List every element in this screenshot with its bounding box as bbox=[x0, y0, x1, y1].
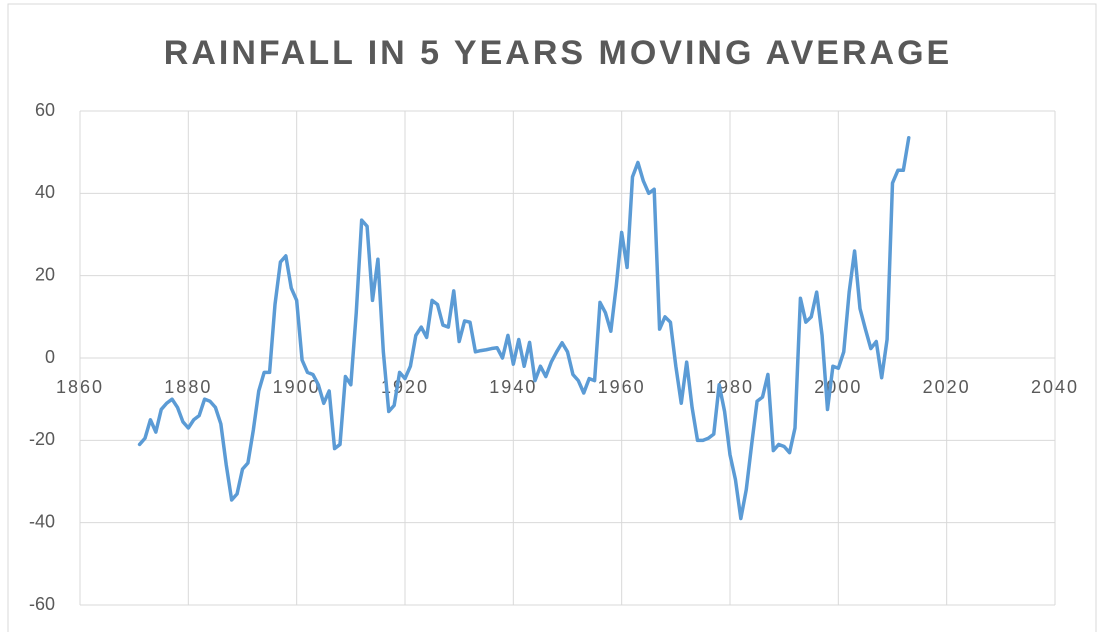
x-tick-label: 1860 bbox=[56, 377, 104, 397]
y-tick-label: 0 bbox=[45, 347, 55, 367]
x-tick-label: 1940 bbox=[489, 377, 537, 397]
y-tick-label: 40 bbox=[35, 182, 55, 202]
y-tick-label: 20 bbox=[35, 264, 55, 284]
y-tick-label: -20 bbox=[29, 429, 55, 449]
x-tick-label: 1920 bbox=[381, 377, 429, 397]
chart-title: RAINFALL IN 5 YEARS MOVING AVERAGE bbox=[164, 34, 952, 72]
y-tick-label: 60 bbox=[35, 100, 55, 120]
x-tick-label: 1960 bbox=[598, 377, 646, 397]
x-tick-label: 1900 bbox=[273, 377, 321, 397]
data-line bbox=[137, 136, 911, 521]
x-tick-label: 2040 bbox=[1031, 377, 1079, 397]
x-tick-label: 1880 bbox=[164, 377, 212, 397]
chart-frame bbox=[7, 3, 1097, 632]
x-tick-label: 2000 bbox=[814, 377, 862, 397]
x-tick-label: 2020 bbox=[923, 377, 971, 397]
y-tick-label: -40 bbox=[29, 511, 55, 531]
x-tick-label: 1980 bbox=[706, 377, 754, 397]
y-tick-label: -60 bbox=[29, 594, 55, 614]
